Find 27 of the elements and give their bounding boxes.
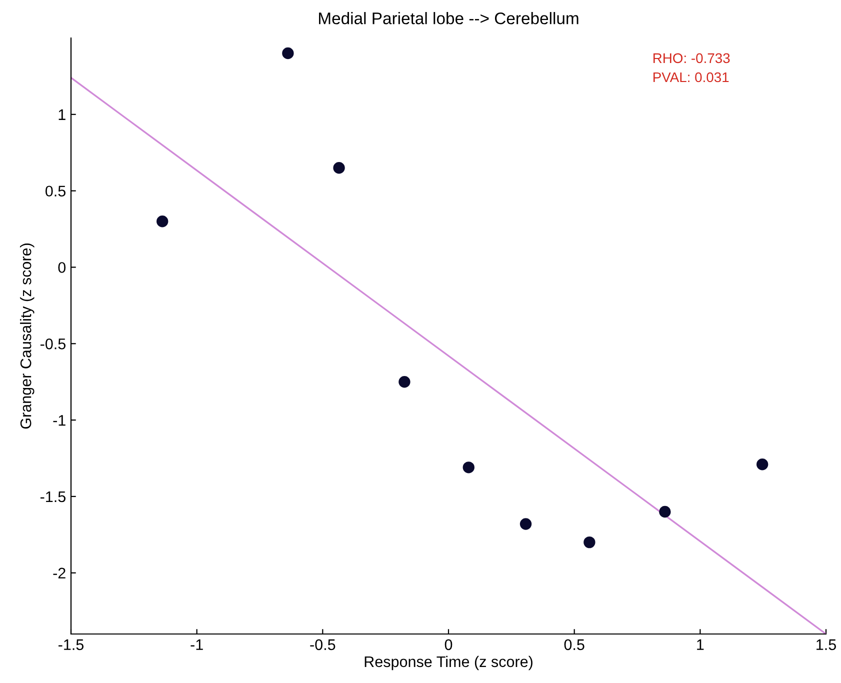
y-axis-title: Granger Causality (z score) bbox=[20, 244, 34, 429]
point bbox=[333, 162, 345, 174]
y-tick-label: 1 bbox=[58, 109, 66, 120]
x-tick-label: -1 bbox=[190, 639, 203, 650]
x-tick-label: 0 bbox=[444, 639, 452, 650]
annotation: RHO: -0.733 bbox=[653, 53, 730, 64]
annotation: PVAL: 0.031 bbox=[653, 72, 729, 82]
point bbox=[398, 376, 410, 388]
y-tick-label: -0.5 bbox=[40, 338, 66, 350]
y-tick-label: 0.5 bbox=[46, 186, 66, 197]
chart-title: Medial Parietal lobe --> Cerebellum bbox=[319, 12, 578, 24]
y-tick-label: 0 bbox=[58, 262, 66, 273]
y-tick-label: -1 bbox=[53, 415, 66, 426]
y-tick-label: -2 bbox=[53, 568, 66, 578]
point bbox=[584, 536, 596, 548]
x-axis-title: Response Time (z score) bbox=[364, 656, 532, 670]
x-tick-label: 1 bbox=[697, 639, 704, 650]
x-tick-label: 1.5 bbox=[816, 639, 836, 650]
x-tick-label: -0.5 bbox=[310, 639, 336, 650]
x-tick-label: 0.5 bbox=[564, 639, 584, 650]
point bbox=[520, 518, 532, 530]
point bbox=[462, 462, 474, 474]
point bbox=[756, 458, 768, 470]
point bbox=[156, 216, 168, 228]
point bbox=[659, 506, 671, 518]
y-tick-label: -1.5 bbox=[40, 491, 66, 502]
point bbox=[282, 47, 294, 60]
